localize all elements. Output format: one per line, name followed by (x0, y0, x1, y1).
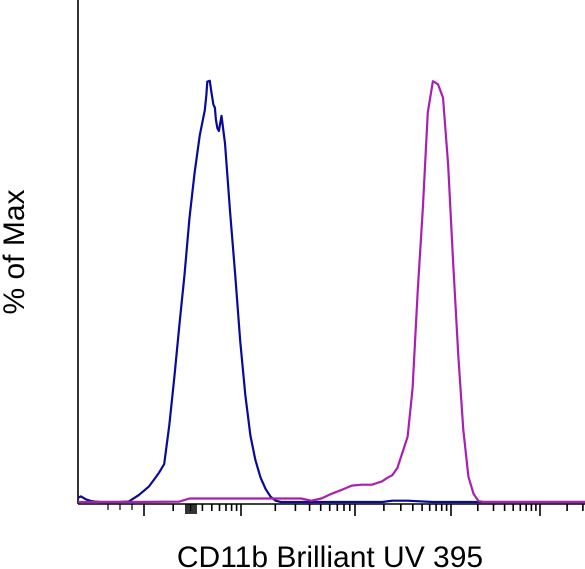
series-layer (77, 79, 585, 504)
x-axis-title: CD11b Brilliant UV 395 (177, 541, 483, 569)
x-axis-ticks (107, 504, 584, 516)
y-axis-title: % of Max (0, 189, 31, 314)
series-line-2 (78, 80, 585, 504)
series-line-1 (77, 79, 585, 504)
plot-frame (77, 0, 585, 505)
